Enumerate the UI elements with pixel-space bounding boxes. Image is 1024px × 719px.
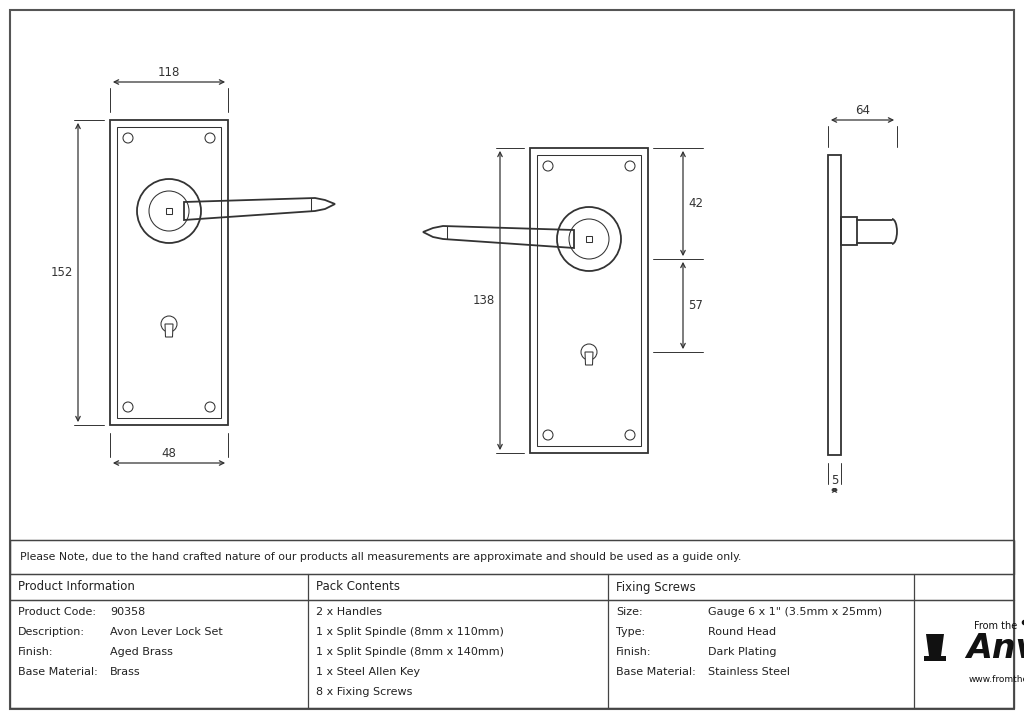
Text: 1 x Split Spindle (8mm x 110mm): 1 x Split Spindle (8mm x 110mm): [316, 627, 504, 637]
Polygon shape: [585, 352, 593, 365]
Text: 152: 152: [50, 266, 73, 279]
Bar: [166, 208, 172, 214]
Text: Base Material:: Base Material:: [18, 667, 97, 677]
Bar: [828, 155, 841, 455]
Text: www.fromtheanvil.co.uk: www.fromtheanvil.co.uk: [969, 675, 1024, 684]
Text: 2 x Handles: 2 x Handles: [316, 607, 382, 617]
Bar: [10, 540, 1014, 574]
Bar: [924, 656, 946, 661]
Text: From the: From the: [974, 621, 1017, 631]
Text: Fixing Screws: Fixing Screws: [616, 580, 695, 593]
Text: 57: 57: [688, 299, 702, 312]
Text: Product Information: Product Information: [18, 580, 135, 593]
Text: Gauge 6 x 1" (3.5mm x 25mm): Gauge 6 x 1" (3.5mm x 25mm): [708, 607, 882, 617]
Text: 8 x Fixing Screws: 8 x Fixing Screws: [316, 687, 413, 697]
Text: 138: 138: [473, 294, 495, 307]
Text: Finish:: Finish:: [18, 647, 53, 657]
Text: Brass: Brass: [110, 667, 140, 677]
Text: Finish:: Finish:: [616, 647, 651, 657]
Bar: [586, 236, 592, 242]
Text: Stainless Steel: Stainless Steel: [708, 667, 790, 677]
Polygon shape: [165, 324, 173, 337]
Text: 64: 64: [855, 104, 870, 117]
Text: Size:: Size:: [616, 607, 643, 617]
Bar: [117, 127, 221, 418]
Text: Aged Brass: Aged Brass: [110, 647, 173, 657]
Text: Type:: Type:: [616, 627, 645, 637]
Text: 1 x Split Spindle (8mm x 140mm): 1 x Split Spindle (8mm x 140mm): [316, 647, 504, 657]
Text: 1 x Steel Allen Key: 1 x Steel Allen Key: [316, 667, 420, 677]
Bar: [841, 217, 857, 245]
Text: Avon Lever Lock Set: Avon Lever Lock Set: [110, 627, 223, 637]
Bar: [110, 120, 228, 425]
Text: Dark Plating: Dark Plating: [708, 647, 776, 657]
Text: 118: 118: [158, 66, 180, 79]
Text: 42: 42: [688, 197, 703, 210]
Bar: [530, 148, 648, 453]
Text: 48: 48: [162, 447, 176, 460]
Text: Base Material:: Base Material:: [616, 667, 695, 677]
Text: Pack Contents: Pack Contents: [316, 580, 400, 593]
Text: Anvil: Anvil: [966, 633, 1024, 666]
Text: Product Code:: Product Code:: [18, 607, 96, 617]
Text: Round Head: Round Head: [708, 627, 776, 637]
Text: Please Note, due to the hand crafted nature of our products all measurements are: Please Note, due to the hand crafted nat…: [20, 552, 741, 562]
Text: Description:: Description:: [18, 627, 85, 637]
Bar: [10, 540, 1014, 708]
Text: 5: 5: [830, 474, 839, 487]
Polygon shape: [926, 634, 944, 656]
Text: 90358: 90358: [110, 607, 145, 617]
Bar: [537, 155, 641, 446]
